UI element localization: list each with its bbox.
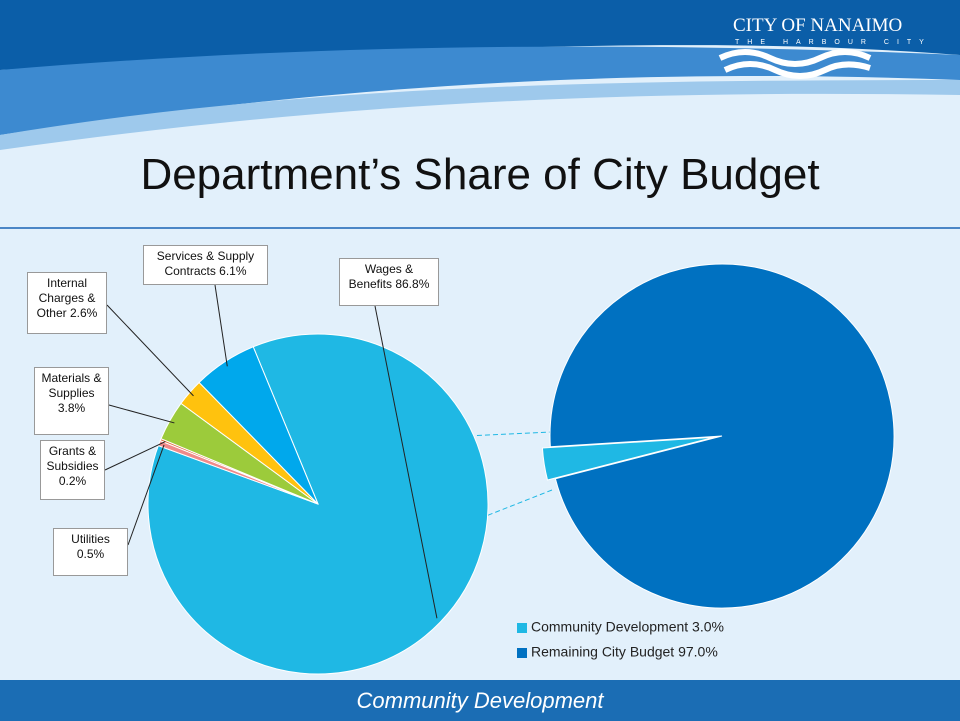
- data-label: Internal Charges & Other 2.6%: [27, 272, 107, 334]
- legend-entry: Remaining City Budget 97.0%: [531, 644, 718, 660]
- leader-line: [106, 304, 194, 397]
- pie-slice: [198, 346, 319, 505]
- legend-entry: Community Development 3.0%: [531, 619, 724, 635]
- data-label: Utilities 0.5%: [53, 528, 128, 576]
- data-label: Materials & Supplies 3.8%: [34, 367, 109, 435]
- leader-line: [374, 305, 438, 619]
- data-label: Wages & Benefits 86.8%: [339, 258, 439, 306]
- header-wave: [0, 46, 960, 135]
- leader-line: [214, 284, 228, 367]
- header-band: [0, 0, 960, 70]
- data-label: Grants & Subsidies 0.2%: [40, 440, 105, 500]
- pie-slice: [541, 436, 715, 481]
- logo: CITY OF NANAIMO: [733, 15, 903, 36]
- legend-swatch: [517, 648, 527, 658]
- data-label: Services & Supply Contracts 6.1%: [143, 245, 268, 285]
- slide-title: Department’s Share of City Budget: [140, 150, 820, 199]
- legend-swatch: [517, 623, 527, 633]
- leader-line: [127, 444, 165, 546]
- leader-line: [108, 404, 175, 424]
- footer: Community Development: [0, 680, 960, 721]
- header-wave-light: [0, 80, 960, 150]
- pie-slice: [549, 263, 895, 609]
- logo-tagline: THE HARBOUR CITY: [735, 39, 932, 46]
- leader-line: [104, 441, 166, 471]
- logo-waves: [718, 49, 872, 79]
